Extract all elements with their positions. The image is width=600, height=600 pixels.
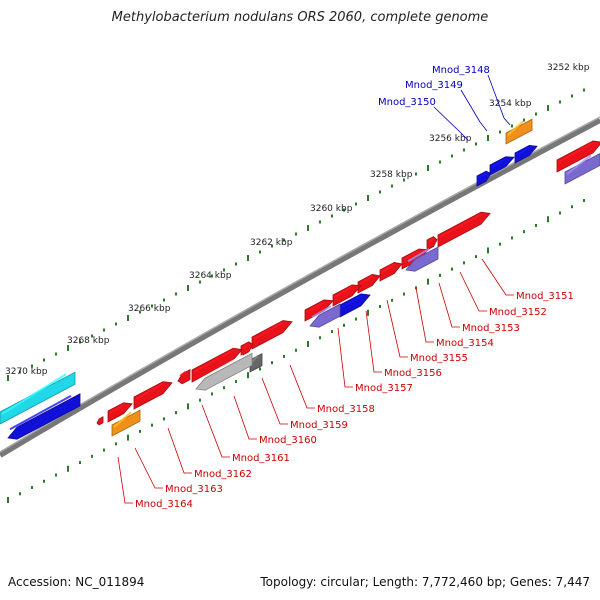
scale-label: 3252 kbp — [547, 63, 590, 73]
gene-mnod-3161 — [191, 347, 243, 383]
gene-label: Mnod_3164 — [135, 499, 193, 510]
scale-labels: 3252 kbp 3254 kbp 3256 kbp 3258 kbp 3260 kbp… — [5, 63, 590, 377]
genome-summary: Topology: circular; Length: 7,772,460 bp… — [260, 575, 590, 589]
leader-line — [460, 89, 488, 132]
gene-mnod-3163 — [133, 381, 173, 410]
gene-mnod-3156 — [332, 284, 362, 307]
leader-line — [487, 74, 511, 126]
scale-label: 3256 kbp — [429, 134, 472, 144]
leader-line — [117, 456, 133, 504]
gene-purple-right — [564, 152, 600, 185]
gene-dark-grey — [249, 352, 263, 373]
gene-grey — [195, 352, 253, 391]
leader-line — [233, 395, 257, 440]
gene-label: Mnod_3159 — [290, 420, 348, 431]
leader-line — [386, 299, 408, 358]
gene-mnod-3150 — [476, 170, 492, 187]
gene-mnod-3148 — [514, 145, 538, 164]
gene-orange-lower — [111, 409, 141, 437]
scale-label: 3268 kbp — [67, 336, 110, 346]
gene-mnod-3162 — [177, 368, 191, 385]
gene-cyan — [0, 371, 76, 425]
gene-label: Mnod_3162 — [194, 469, 252, 480]
scale-ticks-lower — [7, 198, 585, 503]
gene-labels: Mnod_3148 Mnod_3149 Mnod_3150 Mnod_3151 Mnod… — [135, 65, 574, 510]
gene-label: Mnod_3163 — [165, 484, 223, 495]
leader-line — [337, 327, 353, 388]
genome-title: Methylobacterium nodulans ORS 2060, comp… — [111, 10, 489, 25]
leader-line — [415, 287, 434, 343]
gene-purple-mid — [405, 246, 439, 272]
gene-label: Mnod_3160 — [259, 435, 317, 446]
gene-mnod-3157 — [304, 299, 334, 322]
gene-label: Mnod_3156 — [384, 368, 442, 379]
leader-line — [261, 377, 288, 425]
gene-label: Mnod_3149 — [405, 80, 463, 91]
gene-features — [0, 118, 600, 440]
leader-line — [433, 106, 469, 141]
scale-label: 3254 kbp — [489, 99, 532, 109]
gene-label: Mnod_3157 — [355, 383, 413, 394]
accession-text: Accession: NC_011894 — [8, 575, 145, 589]
scale-ticks-upper — [7, 88, 585, 381]
leader-line — [201, 404, 230, 458]
scale-label: 3262 kbp — [250, 238, 293, 248]
scale-label: 3258 kbp — [370, 170, 413, 180]
gene-label: Mnod_3151 — [516, 291, 574, 302]
scale-label: 3266 kbp — [128, 304, 171, 314]
gene-label: Mnod_3155 — [410, 353, 468, 364]
gene-blue-left — [7, 393, 81, 440]
gene-label: Mnod_3153 — [462, 323, 520, 334]
label-leader-lines — [117, 74, 514, 504]
gene-purple-left — [309, 303, 341, 328]
gene-mnod-3152 — [426, 236, 438, 251]
gene-mnod-3165 — [96, 416, 104, 426]
gene-label: Mnod_3152 — [489, 307, 547, 318]
gene-mnod-3160 — [240, 341, 254, 357]
gene-mnod-3164 — [107, 402, 133, 423]
gene-orange-upper — [505, 118, 533, 145]
gene-mnod-3159 — [251, 320, 293, 350]
gene-label: Mnod_3161 — [232, 453, 290, 464]
leader-line — [289, 364, 315, 409]
gene-label: Mnod_3150 — [378, 97, 436, 108]
gene-label: Mnod_3154 — [436, 338, 494, 349]
leader-line — [134, 447, 163, 489]
gene-mnod-3155 — [357, 274, 381, 294]
genome-backbone — [0, 117, 600, 458]
leader-line — [365, 310, 382, 373]
gene-mnod-3154 — [379, 262, 403, 282]
scale-label: 3264 kbp — [189, 271, 232, 281]
leader-line — [167, 427, 192, 474]
scale-label: 3270 kbp — [5, 367, 48, 377]
leader-line — [459, 271, 487, 312]
leader-line — [481, 258, 514, 296]
gene-label: Mnod_3148 — [432, 65, 490, 76]
scale-label: 3260 kbp — [310, 204, 353, 214]
gene-mnod-3147 — [556, 140, 600, 173]
gene-mnod-3151 — [437, 211, 491, 248]
leader-line — [438, 282, 460, 328]
gene-label: Mnod_3158 — [317, 404, 375, 415]
